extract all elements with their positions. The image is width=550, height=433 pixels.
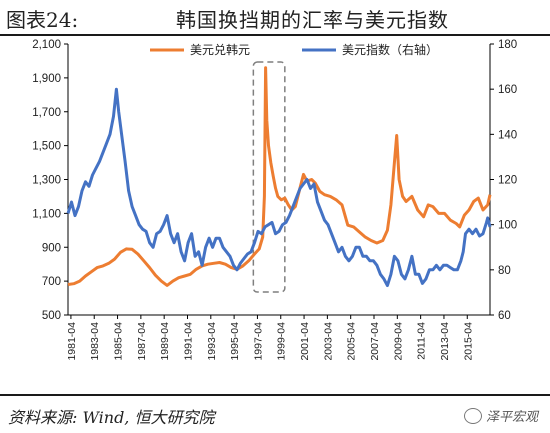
left-axis-tick-label: 1,300 — [32, 175, 61, 187]
series-line-krw — [67, 66, 492, 287]
x-axis-tick-label: 1985-04 — [113, 322, 125, 361]
highlight-box — [252, 61, 286, 293]
x-axis-tick-label: 2005-04 — [346, 322, 358, 361]
left-axis-tick-label: 1,500 — [32, 141, 61, 153]
x-axis-tick-label: 2011-04 — [416, 322, 428, 360]
legend-label: 美元指数（右轴） — [342, 42, 438, 57]
brand-watermark: 泽平宏观 — [463, 406, 538, 425]
right-axis-tick-label: 160 — [498, 84, 517, 96]
x-axis-tick-label: 1983-04 — [89, 322, 101, 361]
series-line-dxy — [66, 87, 492, 288]
x-axis-tick-label: 1999-04 — [276, 322, 288, 361]
x-axis-tick-label: 2015-04 — [462, 322, 474, 361]
x-axis-tick-label: 1989-04 — [159, 322, 171, 361]
wechat-icon — [463, 408, 482, 424]
x-axis-tick-label: 1987-04 — [136, 322, 148, 361]
right-axis-tick-label: 60 — [498, 310, 511, 322]
right-axis-tick-label: 80 — [498, 265, 511, 277]
right-axis-tick-label: 140 — [498, 129, 517, 141]
brand-label: 泽平宏观 — [485, 410, 538, 425]
figure-number: 图表24: — [6, 8, 79, 32]
x-axis-tick-label: 2013-04 — [439, 322, 451, 361]
x-axis-tick-label: 2007-04 — [369, 322, 381, 361]
left-axis-tick-label: 1,700 — [32, 107, 61, 119]
x-axis-tick-label: 2003-04 — [322, 322, 334, 361]
left-axis-tick-label: 1,900 — [32, 73, 61, 85]
figure-header: 图表24: 韩国换挡期的汇率与美元指数 — [0, 0, 550, 36]
chart-legend: 美元兑韩元 美元指数（右轴） — [150, 42, 438, 57]
x-axis-tick-label: 1981-04 — [66, 322, 78, 361]
left-axis-tick-label: 700 — [42, 276, 61, 288]
left-axis-tick-label: 1,100 — [32, 208, 61, 220]
left-axis-tick-label: 900 — [42, 242, 61, 254]
right-axis-tick-label: 120 — [498, 175, 517, 187]
right-axis-tick-label: 100 — [498, 220, 517, 232]
right-axis-tick-label: 180 — [498, 39, 517, 51]
highlight-box-layer — [252, 61, 286, 293]
left-axis-tick-label: 500 — [42, 310, 61, 322]
source-note: 资料来源: Wind, 恒大研究院 — [8, 408, 215, 427]
line-chart: 500 700 900 1,100 1,300 1,500 1,700 1,900 2,100 6… — [32, 39, 517, 361]
figure-footer: 资料来源: Wind, 恒大研究院 泽平宏观 — [0, 394, 550, 433]
left-axis-tick-label: 2,100 — [32, 39, 61, 51]
x-axis-tick-label: 1997-04 — [252, 322, 264, 361]
chart-axes: 500 700 900 1,100 1,300 1,500 1,700 1,900 2,100 6… — [32, 39, 517, 361]
x-axis-tick-label: 2001-04 — [299, 322, 311, 361]
legend-label: 美元兑韩元 — [190, 42, 250, 57]
series-layer — [66, 66, 492, 288]
x-axis-tick-label: 1993-04 — [206, 322, 218, 361]
figure-title: 韩国换挡期的汇率与美元指数 — [176, 8, 449, 32]
x-axis-tick-label: 1995-04 — [229, 322, 241, 361]
x-axis-tick-label: 1991-04 — [182, 322, 194, 361]
x-axis-tick-label: 2009-04 — [392, 322, 404, 361]
